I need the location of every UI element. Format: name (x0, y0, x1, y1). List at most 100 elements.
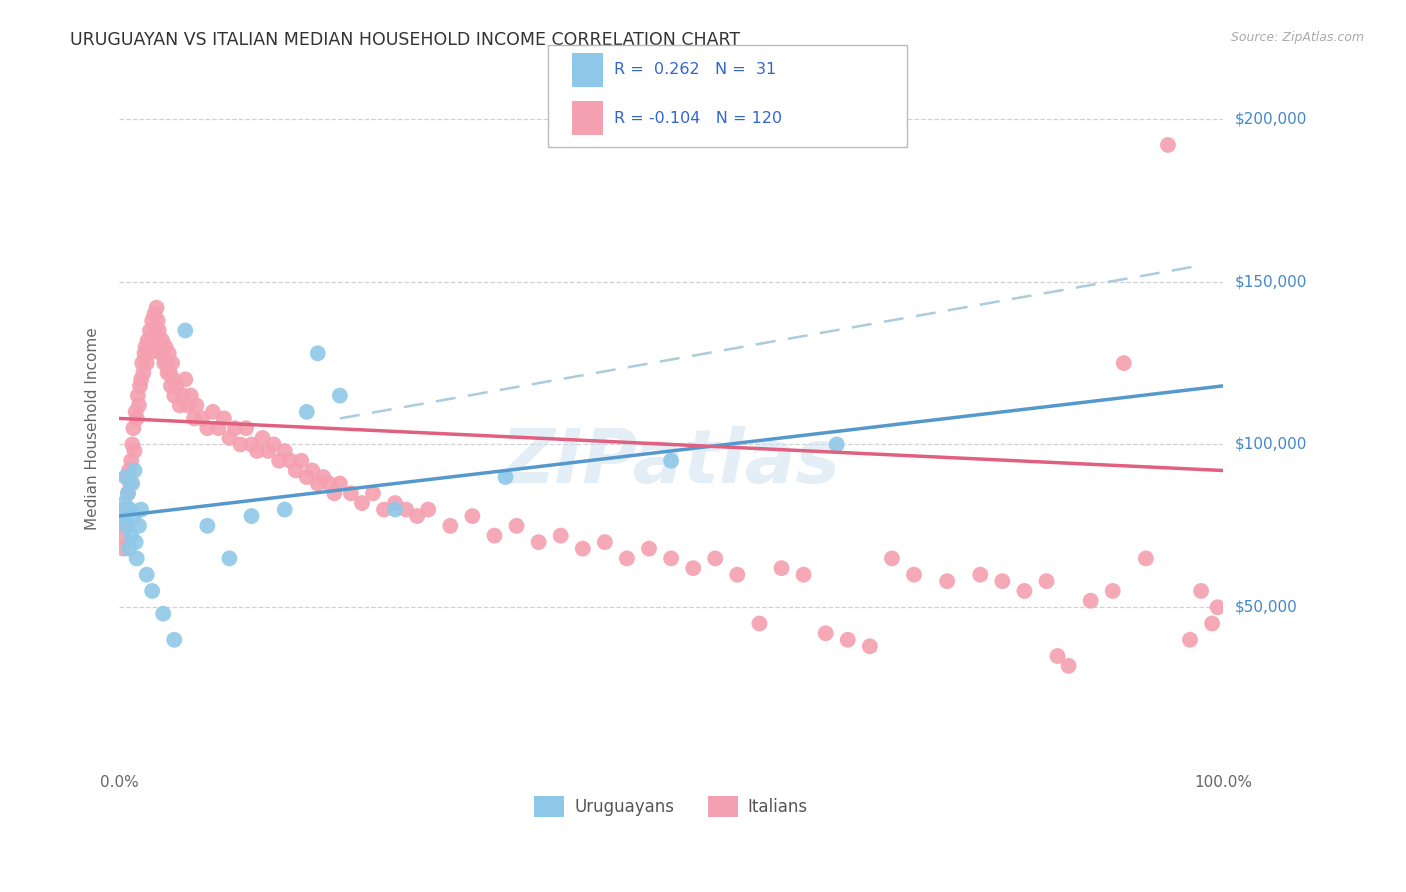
Point (1206, 600, 1229, 615)
Point (1080, 593, 1102, 607)
Point (118, 463, 141, 477)
Point (120, 476, 142, 491)
Point (125, 411, 148, 425)
Point (166, 379, 188, 393)
Point (384, 496, 406, 510)
Point (461, 509, 484, 524)
Point (616, 551, 638, 566)
Point (195, 421, 218, 435)
Point (1035, 574, 1057, 589)
Point (162, 372, 184, 386)
Point (505, 519, 527, 533)
Point (307, 476, 329, 491)
Point (212, 411, 235, 425)
Point (145, 320, 167, 334)
Point (191, 411, 214, 425)
Point (278, 454, 301, 468)
Point (150, 333, 173, 347)
Point (936, 574, 959, 589)
Point (117, 486, 139, 500)
Point (329, 389, 352, 403)
Point (153, 356, 176, 370)
Point (141, 314, 163, 328)
Point (183, 411, 205, 425)
Point (157, 346, 180, 360)
Point (174, 324, 197, 338)
Point (384, 502, 406, 516)
Point (235, 421, 257, 435)
Point (246, 444, 269, 458)
Point (120, 528, 142, 542)
Point (903, 567, 925, 582)
Point (120, 454, 142, 468)
Point (138, 346, 160, 360)
Point (770, 561, 793, 575)
Text: Source: ZipAtlas.com: Source: ZipAtlas.com (1230, 31, 1364, 45)
Point (484, 528, 506, 542)
Point (124, 444, 146, 458)
Point (350, 496, 373, 510)
Point (257, 444, 280, 458)
Point (1157, 138, 1180, 153)
Point (1135, 551, 1157, 566)
Point (176, 398, 198, 412)
Point (135, 567, 157, 582)
Point (295, 405, 318, 419)
Point (134, 346, 156, 360)
Point (704, 551, 727, 566)
Point (240, 437, 263, 451)
Point (439, 519, 461, 533)
Point (195, 519, 218, 533)
Text: $100,000: $100,000 (1234, 437, 1306, 452)
Point (114, 470, 136, 484)
Point (312, 470, 335, 484)
Point (991, 574, 1014, 589)
Point (143, 307, 166, 321)
Point (141, 583, 163, 598)
Point (145, 301, 167, 315)
Point (120, 502, 142, 516)
Point (142, 330, 165, 344)
Point (290, 454, 312, 468)
Text: ZIPatlas: ZIPatlas (501, 425, 841, 499)
Point (139, 340, 162, 354)
Point (1112, 356, 1135, 370)
Point (132, 366, 155, 380)
Point (155, 356, 177, 370)
Point (128, 398, 150, 412)
Point (124, 463, 146, 477)
Point (127, 389, 149, 403)
Point (115, 519, 138, 533)
Point (682, 561, 704, 575)
Point (1189, 583, 1212, 598)
Point (114, 519, 136, 533)
Point (186, 398, 208, 412)
Point (135, 340, 157, 354)
Text: $200,000: $200,000 (1234, 112, 1306, 127)
Point (969, 567, 991, 582)
Point (129, 372, 152, 386)
Point (527, 535, 550, 549)
Point (825, 437, 848, 451)
Point (373, 502, 395, 516)
Point (571, 541, 593, 556)
Point (725, 567, 748, 582)
Point (814, 626, 837, 640)
Point (593, 535, 616, 549)
Point (156, 366, 179, 380)
Text: $50,000: $50,000 (1234, 599, 1296, 615)
Point (263, 437, 285, 451)
Point (129, 379, 152, 393)
Point (111, 509, 134, 524)
Point (495, 470, 517, 484)
Legend: Uruguayans, Italians: Uruguayans, Italians (527, 789, 814, 823)
Point (273, 502, 295, 516)
Point (169, 398, 191, 412)
Point (172, 389, 194, 403)
Point (1014, 583, 1036, 598)
Point (1057, 658, 1080, 673)
Point (318, 476, 340, 491)
Text: $150,000: $150,000 (1234, 274, 1306, 289)
Point (793, 567, 815, 582)
Point (121, 437, 143, 451)
